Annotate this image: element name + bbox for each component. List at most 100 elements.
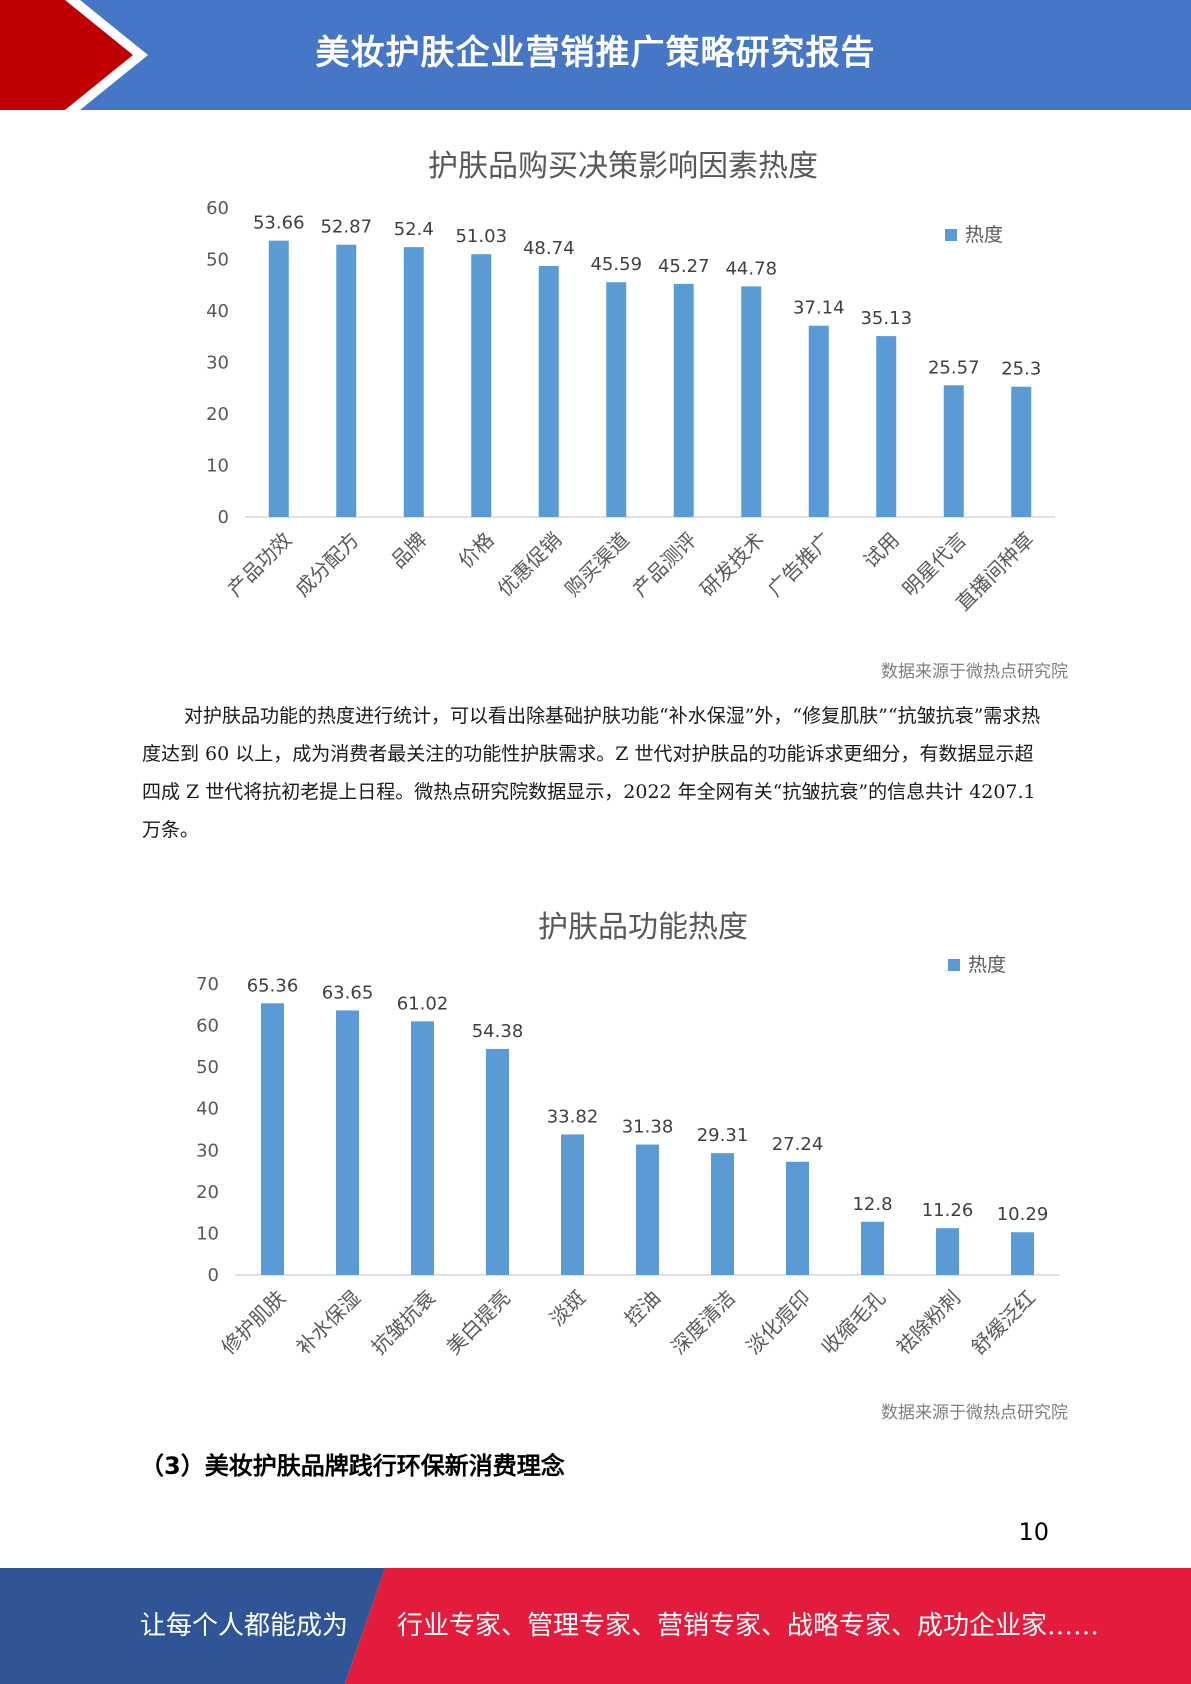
bar — [741, 286, 762, 517]
bar-value-label: 54.38 — [472, 1021, 524, 1042]
y-tick-label: 50 — [196, 1057, 219, 1078]
bar — [1011, 1232, 1034, 1275]
bar-value-label: 48.74 — [523, 238, 575, 259]
x-category-label: 购买渠道 — [560, 528, 634, 602]
chart-purchase-factors: 护肤品购买决策影响因素热度热度 0 10 20 30 40 50 60 53.66 产品功效 52.… — [0, 130, 1191, 670]
x-category-label: 深度清洁 — [666, 1286, 740, 1360]
bar-value-label: 65.36 — [247, 975, 299, 996]
y-tick-label: 10 — [206, 456, 229, 477]
footer-slogan-right: 行业专家、管理专家、营销专家、战略专家、成功企业家…… — [397, 1611, 1100, 1641]
bar-value-label: 11.26 — [922, 1200, 974, 1221]
section-heading: （3）美妆护肤品牌践行环保新消费理念 — [140, 1452, 565, 1480]
page-number: 10 — [1018, 1518, 1049, 1546]
legend-label: 热度 — [968, 954, 1006, 976]
bar-value-label: 12.8 — [852, 1194, 892, 1215]
bar — [876, 336, 897, 517]
bar — [471, 254, 492, 517]
y-tick-label: 40 — [206, 301, 229, 322]
y-tick-label: 30 — [206, 353, 229, 374]
x-category-label: 价格 — [454, 528, 499, 573]
x-category-label: 淡斑 — [545, 1286, 590, 1331]
bar — [636, 1144, 659, 1275]
x-category-label: 舒缓泛红 — [966, 1286, 1040, 1360]
bar-value-label: 63.65 — [322, 982, 374, 1003]
legend-label: 热度 — [965, 224, 1003, 246]
x-category-label: 淡化痘印 — [741, 1286, 815, 1360]
bar — [943, 385, 964, 517]
chart-source-note: 数据来源于微热点研究院 — [881, 1403, 1068, 1423]
bar — [486, 1048, 509, 1275]
bar-value-label: 45.59 — [590, 254, 642, 275]
x-category-label: 研发技术 — [695, 528, 769, 602]
y-tick-label: 60 — [206, 198, 229, 219]
bar-value-label: 45.27 — [658, 256, 710, 277]
x-category-label: 祛除粉刺 — [891, 1286, 965, 1360]
bar — [268, 240, 289, 517]
x-category-label: 产品功效 — [223, 528, 297, 602]
bar-value-label: 61.02 — [397, 993, 449, 1014]
bar-value-label: 27.24 — [772, 1134, 824, 1155]
bar — [336, 244, 357, 518]
bar-value-label: 51.03 — [455, 226, 507, 247]
footer-slogan-left: 让每个人都能成为 — [140, 1611, 349, 1641]
x-category-label: 控油 — [620, 1286, 665, 1331]
bar — [786, 1161, 809, 1275]
bar — [403, 247, 424, 517]
x-category-label: 优惠促销 — [493, 528, 567, 602]
y-tick-label: 0 — [218, 507, 229, 528]
y-tick-label: 0 — [208, 1265, 219, 1286]
x-category-label: 美白提亮 — [441, 1286, 515, 1360]
y-tick-label: 20 — [196, 1182, 219, 1203]
footer-background — [0, 1568, 1191, 1684]
bar-value-label: 33.82 — [547, 1106, 599, 1127]
x-category-label: 收缩毛孔 — [816, 1286, 890, 1360]
y-tick-label: 70 — [196, 974, 219, 995]
legend-swatch — [948, 959, 960, 971]
bar-value-label: 25.57 — [928, 357, 980, 378]
y-tick-label: 60 — [196, 1016, 219, 1037]
x-category-label: 广告推广 — [763, 528, 837, 602]
bar-value-label: 53.66 — [253, 213, 305, 234]
bar — [808, 325, 829, 517]
x-category-label: 抗皱抗衰 — [366, 1286, 440, 1360]
chart-skin-functions: 护肤品功能热度热度 0 10 20 30 40 50 60 70 65.36 修护肌肤 63.65 补水… — [0, 905, 1191, 1405]
body-paragraph: 对护肤品功能的热度进行统计，可以看出除基础护肤功能“补水保湿”外，“修复肌肤”“… — [142, 705, 1041, 841]
x-category-label: 产品测评 — [628, 528, 702, 602]
bar-value-label: 25.3 — [1001, 359, 1041, 380]
bar — [936, 1228, 959, 1275]
y-tick-label: 10 — [196, 1223, 219, 1244]
bar — [336, 1010, 359, 1275]
bar — [411, 1021, 434, 1275]
bar-value-label: 52.4 — [394, 219, 434, 240]
page-footer: 让每个人都能成为 行业专家、管理专家、营销专家、战略专家、成功企业家…… — [0, 1568, 1191, 1684]
bar — [606, 282, 627, 517]
bar — [711, 1153, 734, 1275]
bar-value-label: 10.29 — [997, 1204, 1049, 1225]
y-tick-label: 20 — [206, 404, 229, 425]
bar — [538, 265, 559, 517]
y-tick-label: 40 — [196, 1099, 219, 1120]
header-title: 美妆护肤企业营销推广策略研究报告 — [315, 33, 876, 73]
bar — [561, 1134, 584, 1275]
chart-title: 护肤品购买决策影响因素热度 — [428, 149, 818, 184]
bar-value-label: 37.14 — [793, 298, 845, 319]
bar — [673, 283, 694, 517]
chart-title: 护肤品功能热度 — [538, 910, 748, 945]
x-category-label: 补水保湿 — [291, 1286, 365, 1360]
x-category-label: 成分配方 — [290, 528, 364, 602]
bar — [861, 1221, 884, 1275]
bar — [261, 1003, 284, 1275]
y-tick-label: 50 — [206, 250, 229, 271]
legend-swatch — [945, 229, 957, 241]
bar-value-label: 31.38 — [622, 1117, 674, 1138]
bar-value-label: 44.78 — [725, 258, 777, 279]
bar-value-label: 52.87 — [320, 217, 372, 238]
bar-value-label: 35.13 — [860, 308, 912, 329]
header-arrow-decoration — [0, 0, 148, 110]
page-header: 美妆护肤企业营销推广策略研究报告 — [0, 0, 1191, 110]
y-tick-label: 30 — [196, 1140, 219, 1161]
x-category-label: 品牌 — [386, 528, 431, 573]
x-category-label: 修护肌肤 — [216, 1286, 290, 1360]
